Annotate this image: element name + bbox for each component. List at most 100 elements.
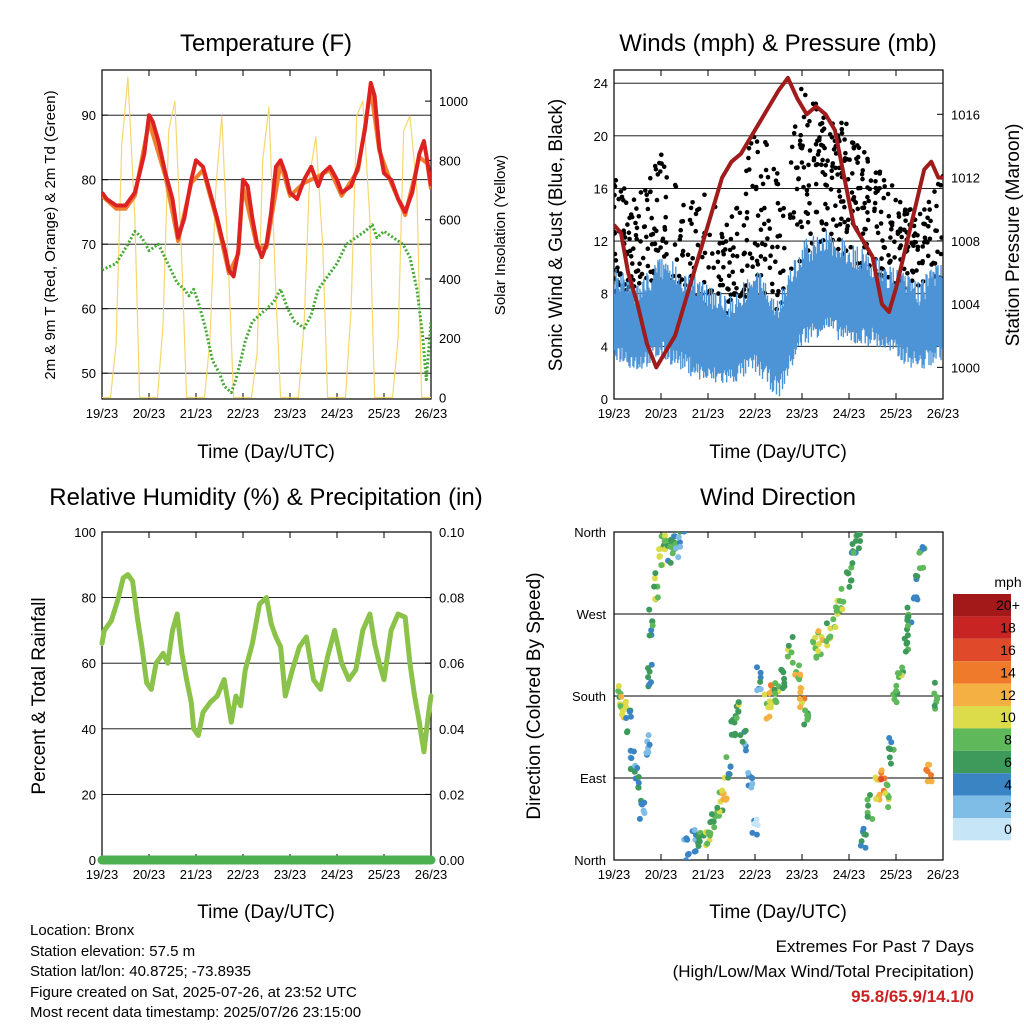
- gust-point: [625, 222, 630, 227]
- gust-point: [746, 146, 752, 151]
- direction-point: [796, 695, 803, 702]
- direction-title: Wind Direction: [700, 484, 856, 511]
- gust-point: [658, 169, 663, 174]
- direction-xtick-label: 26/23: [927, 867, 960, 882]
- direction-point: [651, 575, 658, 582]
- direction-point: [706, 832, 713, 839]
- gust-point: [724, 222, 730, 228]
- humidity-ytick-label: 0: [89, 853, 96, 868]
- winds-xtick-label: 26/23: [927, 406, 960, 421]
- direction-point: [920, 564, 927, 571]
- gust-point: [814, 209, 820, 215]
- gust-point: [672, 182, 678, 188]
- direction-point: [869, 816, 876, 822]
- gust-point: [739, 268, 745, 274]
- direction-point: [928, 778, 935, 785]
- direction-point: [848, 564, 855, 571]
- direction-point: [862, 831, 869, 838]
- gust-point: [734, 231, 740, 237]
- direction-point: [855, 545, 862, 552]
- gust-point: [727, 247, 733, 253]
- gust-point: [829, 175, 835, 181]
- gust-point: [877, 169, 883, 175]
- winds-ytick-label: 0: [601, 392, 608, 407]
- direction-point: [649, 622, 656, 629]
- direction-point: [634, 765, 641, 771]
- winds-xtick-label: 21/23: [692, 406, 725, 421]
- gust-point: [839, 120, 844, 126]
- gust-point: [889, 183, 895, 188]
- gust-point: [925, 215, 930, 221]
- gust-point: [674, 257, 680, 262]
- direction-point: [796, 662, 802, 669]
- gust-point: [690, 255, 695, 261]
- gust-point: [825, 206, 830, 211]
- direction-point: [864, 813, 871, 820]
- gust-point: [878, 221, 884, 226]
- humidity-xtick-label: 19/23: [86, 867, 119, 882]
- direction-point: [888, 760, 894, 767]
- direction-point: [857, 538, 864, 544]
- direction-point: [926, 761, 933, 768]
- gust-point: [679, 277, 685, 282]
- direction-point: [711, 824, 718, 831]
- direction-point: [885, 794, 892, 801]
- direction-point: [719, 787, 726, 794]
- direction-point: [815, 648, 822, 654]
- temperature-xtick-label: 22/23: [227, 406, 260, 421]
- gust-point: [744, 215, 750, 221]
- direction-point: [645, 665, 651, 672]
- gust-point: [823, 163, 829, 168]
- gust-point: [807, 118, 812, 124]
- gust-point: [689, 221, 694, 226]
- gust-point: [917, 211, 923, 217]
- gust-point: [732, 292, 737, 298]
- gust-point: [911, 233, 917, 239]
- gust-point: [922, 207, 927, 212]
- gust-point: [831, 147, 837, 152]
- gust-point: [881, 195, 886, 201]
- direction-point: [695, 840, 702, 846]
- colorbar-swatch: [953, 818, 1011, 841]
- direction-point: [857, 842, 864, 849]
- humidity-ytick-label: 40: [82, 722, 96, 737]
- direction-point: [727, 763, 734, 770]
- gust-point: [734, 286, 739, 291]
- gust-point: [815, 162, 820, 167]
- gust-point: [909, 278, 915, 284]
- colorbar-label: 14: [1000, 664, 1016, 680]
- gust-point: [729, 214, 735, 219]
- gust-point: [791, 130, 797, 136]
- gust-point: [877, 186, 882, 191]
- gust-point: [905, 271, 910, 276]
- direction-point: [766, 703, 772, 710]
- direction-point: [678, 523, 684, 529]
- direction-point: [823, 620, 830, 627]
- gust-point: [681, 202, 686, 208]
- direction-point: [626, 708, 633, 715]
- gust-point: [903, 218, 908, 223]
- direction-point: [646, 606, 653, 613]
- direction-point: [854, 532, 861, 539]
- gust-point: [637, 281, 642, 286]
- gust-point: [897, 245, 902, 251]
- colorbar-swatch: [953, 728, 1011, 751]
- gust-point: [744, 210, 750, 215]
- colorbar-label: 2: [1004, 799, 1012, 815]
- gust-point: [920, 259, 925, 264]
- gust-point: [659, 152, 664, 158]
- direction-point: [624, 729, 630, 736]
- gust-point: [676, 273, 682, 279]
- gust-point: [762, 256, 768, 262]
- gust-point: [841, 199, 846, 204]
- gust-point: [768, 253, 773, 258]
- direction-point: [651, 583, 658, 590]
- direction-point: [784, 653, 791, 660]
- direction-xtick-label: 25/23: [880, 867, 913, 882]
- gust-point: [614, 183, 618, 189]
- direction-point: [619, 711, 625, 718]
- gust-point: [878, 209, 884, 215]
- gust-point: [641, 224, 647, 230]
- colorbar-label: 20+: [996, 597, 1020, 613]
- gust-point: [829, 168, 834, 174]
